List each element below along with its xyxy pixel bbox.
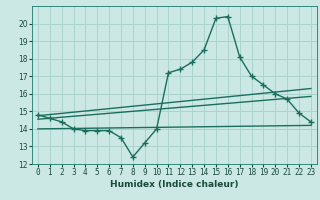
X-axis label: Humidex (Indice chaleur): Humidex (Indice chaleur) bbox=[110, 180, 239, 189]
